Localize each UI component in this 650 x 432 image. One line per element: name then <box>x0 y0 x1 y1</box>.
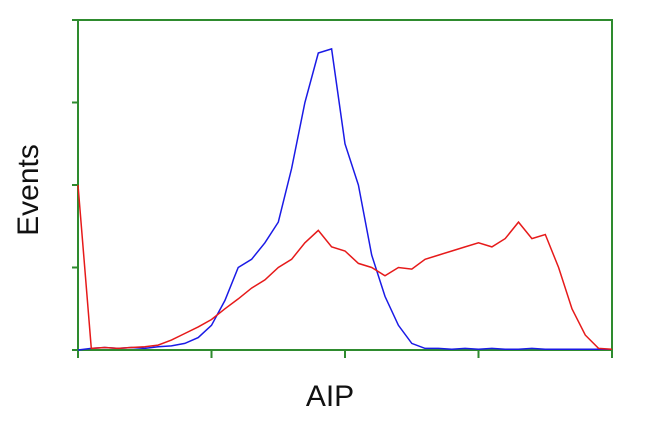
plot-frame <box>77 19 613 351</box>
histogram-line <box>77 47 612 351</box>
x-axis-label: AIP <box>306 380 354 413</box>
histogram-line <box>77 184 613 350</box>
y-axis-label: Events <box>12 144 45 236</box>
